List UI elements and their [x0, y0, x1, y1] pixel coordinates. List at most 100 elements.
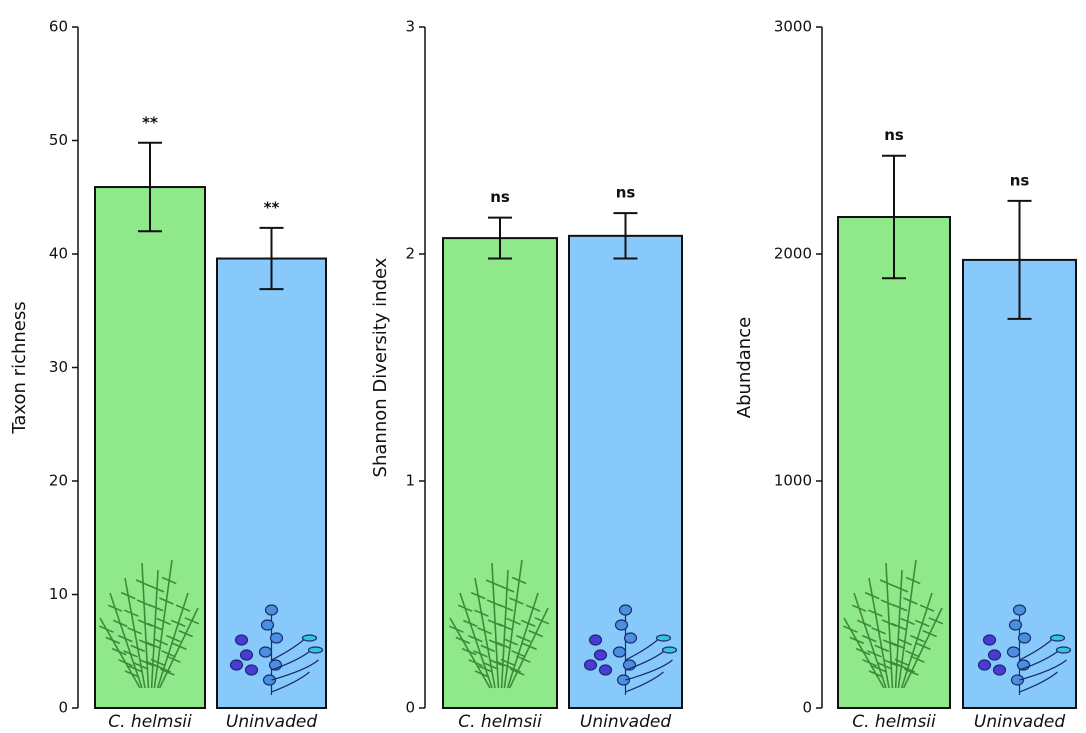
y-tick-label: 40 [49, 245, 68, 263]
plant-leaf [166, 634, 181, 643]
plant-flower [992, 664, 1007, 676]
plant-leaf [910, 634, 925, 643]
y-tick-label: 10 [49, 585, 68, 603]
plant-leaf [1019, 671, 1058, 693]
y-axis-label: Shannon Diversity index [370, 257, 391, 477]
plant-leaf [483, 662, 499, 670]
plant-leaf [862, 659, 877, 667]
plant-illustration [583, 604, 678, 695]
plant-leaf [128, 665, 143, 673]
plant-leaf [133, 662, 149, 670]
x-tick-label: C. helmsii [852, 712, 936, 732]
y-tick-label: 30 [49, 358, 68, 376]
plant-leaf [516, 655, 531, 663]
plant-leaf [500, 658, 516, 667]
plant-leaf [489, 659, 505, 667]
x-tick-label: C. helmsii [108, 712, 192, 732]
plant-leaf [148, 604, 164, 612]
significance-label: ** [264, 198, 280, 216]
plant-leaf [477, 627, 492, 635]
error-bar [882, 154, 906, 280]
plant-leaf [474, 670, 490, 678]
significance-label: ns [490, 188, 510, 206]
plant-flower [598, 664, 613, 676]
plant-leaf [130, 644, 146, 653]
plant-leaf [118, 659, 133, 667]
plant-leaf [855, 647, 871, 656]
plant-leaf [485, 579, 501, 587]
plant-leaf [625, 671, 664, 693]
plant-leaf [914, 619, 930, 628]
plant-leaf [499, 585, 515, 593]
plant-leaf [534, 617, 550, 625]
plant-leaf [468, 659, 483, 667]
plant-leaf [271, 639, 304, 661]
bar [442, 237, 558, 710]
plant-leaf [271, 659, 319, 681]
plant-leaf [496, 641, 512, 650]
plant-leaf [1049, 634, 1066, 642]
plant-leaf [271, 671, 310, 693]
plant-leaf [525, 604, 541, 612]
plant-flower [616, 674, 631, 686]
plant-leaf [625, 659, 673, 681]
plant-leaf [874, 644, 890, 653]
plant-leaf [105, 636, 121, 645]
plant-leaf [159, 597, 174, 605]
plant-leaf [843, 625, 858, 633]
y-tick-label: 0 [802, 699, 812, 717]
plant-leaf [892, 604, 908, 612]
plant-illustration [977, 604, 1072, 695]
plant-leaf [462, 619, 478, 628]
plant-leaf [871, 627, 886, 635]
plant-leaf [849, 636, 865, 645]
y-tick-label: 3000 [774, 18, 812, 36]
plant-flower [1006, 646, 1021, 658]
plant-leaf [123, 650, 138, 658]
plant-leaf [161, 576, 177, 585]
plant-leaf [139, 659, 155, 667]
plant-flower [977, 659, 992, 671]
plant-leaf [922, 629, 938, 638]
plant-leaf [916, 642, 931, 651]
significance-label: ** [142, 113, 158, 131]
plant-leaf [124, 609, 139, 617]
plant-flower [1012, 604, 1027, 616]
plant-flower [239, 649, 254, 661]
plant-leaf [112, 619, 128, 628]
plant-leaf [107, 604, 123, 612]
plant-flower [264, 604, 279, 616]
plant-flower [987, 649, 1002, 661]
plant-leaf [877, 662, 893, 670]
plant-leaf [301, 634, 318, 642]
plant-leaf [486, 599, 502, 607]
plant-flower [262, 674, 277, 686]
plant-leaf [900, 617, 915, 626]
plant-leaf [120, 591, 136, 600]
plant-leaf [150, 658, 166, 667]
plant-leaf [461, 647, 477, 656]
plant-leaf [516, 634, 531, 643]
plant-leaf [153, 638, 169, 646]
plant-leaf [905, 650, 920, 658]
plant-leaf [478, 665, 493, 673]
plant-leaf [528, 629, 544, 638]
plant-illustration [843, 559, 944, 689]
plant-leaf [511, 576, 527, 585]
plant-illustration [99, 559, 200, 689]
plant-leaf [880, 599, 896, 607]
y-tick-label: 0 [405, 699, 415, 717]
plant-leaf [449, 625, 464, 633]
plant-leaf [655, 634, 672, 642]
plant-illustration [449, 559, 550, 689]
plant-leaf [511, 650, 526, 658]
x-tick-label: C. helmsii [458, 712, 542, 732]
significance-label: ns [616, 184, 636, 202]
plant-leaf [903, 597, 918, 605]
error-bar [138, 141, 162, 233]
plant-leaf [118, 634, 133, 643]
y-tick-label: 3 [405, 18, 415, 36]
plant-leaf [625, 639, 658, 661]
plant-leaf [455, 636, 471, 645]
